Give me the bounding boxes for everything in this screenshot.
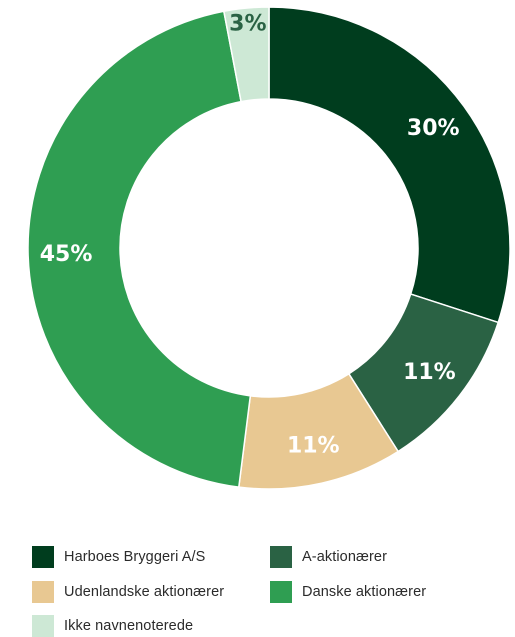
donut-slice bbox=[222, 6, 270, 103]
legend-label: Danske aktionærer bbox=[302, 584, 427, 600]
legend-label: Ikke navnenoterede bbox=[64, 618, 194, 634]
slice-value-label: 11% bbox=[287, 434, 340, 459]
legend-swatch bbox=[32, 546, 54, 568]
legend-swatch bbox=[270, 546, 292, 568]
legend-item-udenlandske-aktionaerer: Udenlandske aktionærer bbox=[32, 581, 224, 603]
legend-swatch bbox=[270, 581, 292, 603]
legend-swatch bbox=[32, 581, 54, 603]
legend-item-ikke-navnenoterede: Ikke navnenoterede bbox=[32, 615, 193, 637]
slice-value-label: 3% bbox=[229, 11, 266, 36]
slice-value-label: 30% bbox=[407, 116, 460, 141]
slice-value-label: 11% bbox=[403, 360, 456, 385]
legend-item-a-aktionaerer: A-aktionærer bbox=[270, 546, 387, 568]
legend-label: A-aktionærer bbox=[302, 549, 388, 565]
legend-item-harboes-bryggeri: Harboes Bryggeri A/S bbox=[32, 546, 205, 568]
legend-item-danske-aktionaerer: Danske aktionærer bbox=[270, 581, 426, 603]
donut-slice bbox=[27, 10, 252, 488]
donut-slice bbox=[268, 6, 511, 324]
slice-value-label: 45% bbox=[40, 242, 93, 267]
donut-chart: 30% 11% 11% 45% 3% bbox=[27, 6, 511, 490]
slice-labels: 30% 11% 11% 45% 3% bbox=[40, 11, 460, 458]
legend-label: Udenlandske aktionærer bbox=[64, 584, 225, 600]
legend-swatch bbox=[32, 615, 54, 637]
legend-label: Harboes Bryggeri A/S bbox=[64, 549, 206, 565]
donut-slices bbox=[27, 6, 511, 490]
